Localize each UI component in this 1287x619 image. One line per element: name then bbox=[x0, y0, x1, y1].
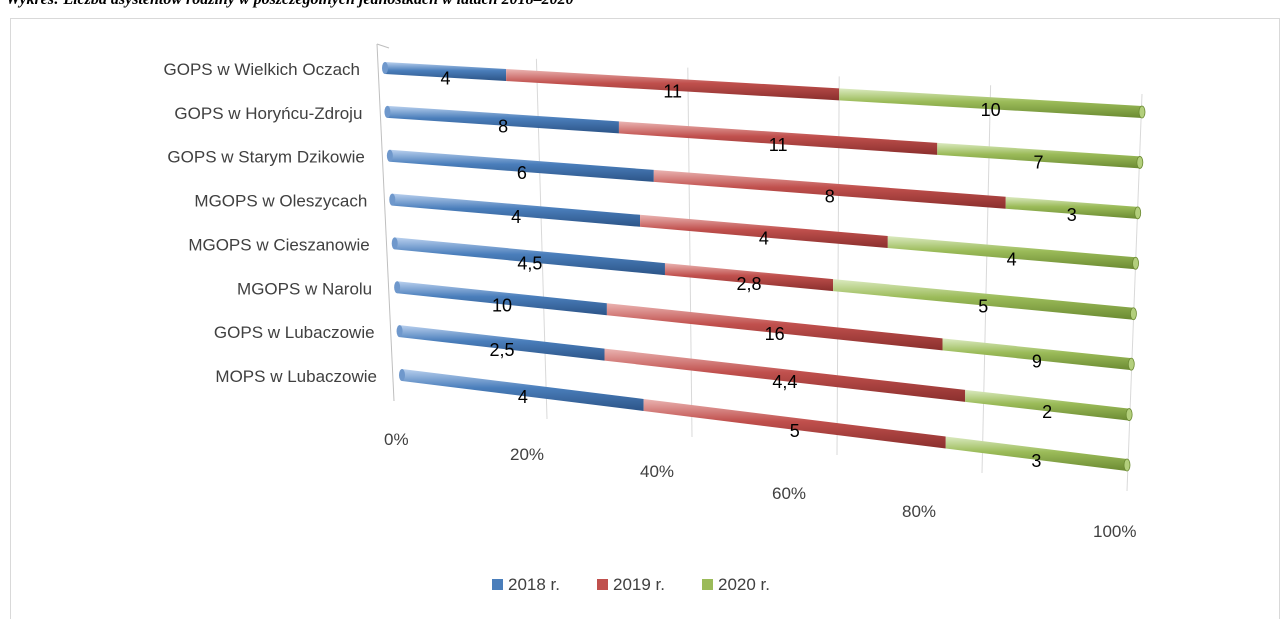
data-label: 2,8 bbox=[737, 274, 762, 294]
data-label: 4,5 bbox=[517, 253, 542, 273]
gridline bbox=[535, 58, 548, 420]
bar-end-cap bbox=[1130, 307, 1137, 321]
data-label: 4 bbox=[441, 69, 451, 89]
bar-segment bbox=[833, 279, 1134, 320]
bar-start-cap bbox=[382, 62, 388, 74]
x-tick-label: 60% bbox=[772, 484, 806, 503]
x-tick-label: 20% bbox=[510, 445, 544, 464]
bar-segment bbox=[397, 281, 607, 316]
bar-end-cap bbox=[1132, 256, 1139, 270]
value-axis-wall bbox=[376, 43, 395, 402]
bar-start-cap bbox=[391, 237, 398, 250]
data-label: 2 bbox=[1042, 402, 1052, 422]
bar-segment bbox=[937, 142, 1140, 169]
bar-start-cap bbox=[386, 149, 393, 162]
header-text: Wykres: Liczba asystentów rodziny w posz… bbox=[6, 0, 574, 9]
bar-end-cap bbox=[1127, 357, 1135, 371]
bar-start-cap bbox=[384, 105, 391, 118]
chart-frame bbox=[10, 18, 1280, 619]
bar-segment bbox=[839, 88, 1142, 118]
data-label: 11 bbox=[663, 82, 682, 102]
x-tick-label: 80% bbox=[902, 502, 936, 521]
bar-segment bbox=[965, 389, 1130, 421]
bar-segment bbox=[399, 325, 605, 361]
data-label: 8 bbox=[825, 186, 835, 206]
bar-segment bbox=[945, 436, 1127, 471]
bar-segment bbox=[606, 303, 943, 351]
data-label: 4 bbox=[759, 228, 769, 248]
bar-start-cap bbox=[394, 281, 401, 294]
x-tick-label: 0% bbox=[384, 430, 409, 449]
legend: 2018 r. 2019 r. 2020 r. bbox=[492, 575, 770, 594]
data-label: 7 bbox=[1034, 153, 1044, 173]
bar-end-cap bbox=[1138, 105, 1146, 119]
category-label: MGOPS w Cieszanowie bbox=[188, 235, 369, 254]
data-label: 3 bbox=[1031, 451, 1041, 471]
labels-layer: GOPS w Wielkich Oczach GOPS w Horyńcu-Zdr… bbox=[164, 60, 1077, 471]
bar-segment bbox=[653, 169, 1006, 209]
category-label: MGOPS w Oleszycach bbox=[194, 192, 367, 211]
gridline bbox=[836, 76, 840, 456]
legend-swatch bbox=[702, 579, 713, 590]
category-label: GOPS w Starym Dzikowie bbox=[167, 148, 364, 167]
data-label: 8 bbox=[498, 117, 508, 137]
bar-segment bbox=[618, 121, 938, 155]
x-tick-label: 100% bbox=[1093, 522, 1136, 541]
bar-end-cap bbox=[1123, 458, 1131, 472]
bar-start-cap bbox=[399, 369, 405, 381]
bar-segment bbox=[385, 62, 507, 82]
bars-layer bbox=[382, 62, 1146, 472]
legend-label: 2018 r. bbox=[508, 575, 560, 594]
legend-swatch bbox=[597, 579, 608, 590]
bar-segment bbox=[604, 348, 966, 402]
bar-segment bbox=[1005, 196, 1138, 219]
bar-segment bbox=[942, 338, 1132, 371]
bar-segment bbox=[887, 236, 1136, 270]
axis-corner bbox=[376, 43, 390, 49]
data-label: 4 bbox=[1007, 250, 1017, 270]
bar-segment bbox=[389, 149, 654, 182]
x-tick-label: 40% bbox=[640, 462, 674, 481]
data-label: 11 bbox=[769, 135, 788, 155]
gridline bbox=[1126, 93, 1143, 492]
legend-label: 2020 r. bbox=[718, 575, 770, 594]
data-label: 2,5 bbox=[490, 340, 515, 360]
data-label: 4,4 bbox=[772, 372, 797, 392]
bar-segment bbox=[643, 399, 946, 449]
data-label: 5 bbox=[978, 296, 988, 316]
category-label: GOPS w Horyńcu-Zdroju bbox=[174, 104, 362, 123]
gridline bbox=[687, 67, 693, 438]
data-label: 10 bbox=[492, 295, 512, 315]
category-label: GOPS w Wielkich Oczach bbox=[164, 60, 361, 79]
category-label: MOPS w Lubaczowie bbox=[215, 367, 377, 386]
bar-segment bbox=[387, 105, 619, 134]
data-label: 4 bbox=[518, 387, 528, 407]
data-label: 5 bbox=[790, 421, 800, 441]
bar-segment bbox=[506, 69, 840, 101]
gridline bbox=[981, 85, 992, 474]
data-label: 6 bbox=[517, 163, 527, 183]
page-header: Wykres: Liczba asystentów rodziny w posz… bbox=[0, 0, 1287, 14]
bar-end-cap bbox=[1125, 408, 1133, 421]
category-label: GOPS w Lubaczowie bbox=[214, 323, 375, 342]
legend-swatch bbox=[492, 579, 503, 590]
data-label: 9 bbox=[1032, 351, 1042, 371]
data-label: 4 bbox=[511, 207, 521, 227]
bar-segment bbox=[402, 369, 644, 411]
bar-start-cap bbox=[389, 193, 396, 206]
bar-end-cap bbox=[1136, 156, 1144, 169]
legend-label: 2019 r. bbox=[613, 575, 665, 594]
bar-segment bbox=[394, 237, 665, 276]
data-label: 3 bbox=[1067, 205, 1077, 225]
bar-segment bbox=[392, 193, 641, 227]
data-label: 16 bbox=[765, 324, 785, 344]
data-label: 10 bbox=[981, 100, 1001, 120]
bar-segment bbox=[640, 214, 888, 249]
bar-start-cap bbox=[396, 325, 403, 338]
bar-segment bbox=[664, 263, 834, 292]
bar-end-cap bbox=[1134, 206, 1142, 220]
category-label: MGOPS w Narolu bbox=[237, 279, 372, 298]
